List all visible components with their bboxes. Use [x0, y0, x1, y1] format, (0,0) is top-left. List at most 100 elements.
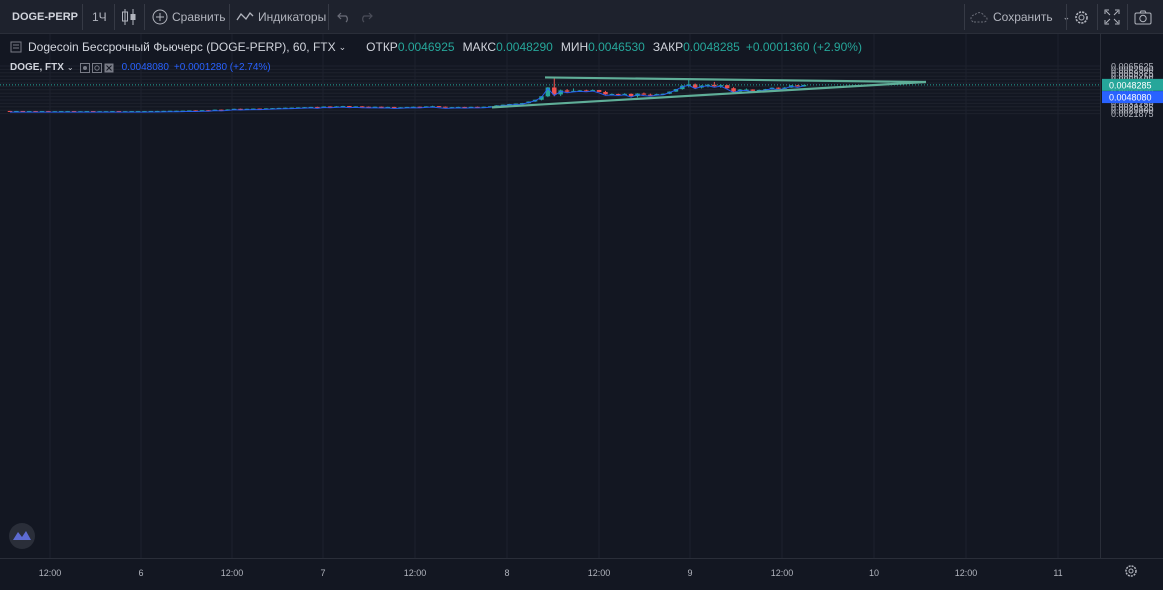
high-label: МАКС — [462, 40, 497, 54]
indicators-icon — [236, 11, 254, 21]
candle — [71, 110, 77, 113]
compare-button[interactable]: Сравнить — [152, 0, 225, 34]
axis-settings-icon[interactable] — [1125, 565, 1137, 577]
tradingview-logo — [9, 523, 35, 549]
current-price-label: 0.0048285 — [1109, 80, 1152, 90]
candle-body — [648, 94, 653, 96]
candle-body — [58, 111, 64, 113]
divider — [144, 4, 145, 30]
candle-body — [20, 110, 26, 112]
candle — [97, 111, 102, 113]
candle-body — [366, 106, 371, 108]
save-button[interactable]: Сохранить ⌄ — [970, 0, 1070, 34]
divider — [328, 4, 329, 30]
candle-body — [129, 111, 134, 113]
divider — [1066, 4, 1067, 30]
candle-body — [167, 110, 173, 112]
close-label: ЗАКР — [652, 40, 684, 54]
candlestick-chart[interactable] — [0, 34, 1100, 558]
indicators-button[interactable]: Индикаторы — [236, 0, 326, 34]
candle — [193, 110, 198, 112]
candles-icon — [122, 9, 136, 25]
gear-icon — [1075, 10, 1088, 24]
chevron-down-icon[interactable]: ⌄ — [66, 63, 74, 72]
price-tick-label: 0.0028125 — [1111, 102, 1154, 112]
fullscreen-button[interactable] — [1104, 0, 1120, 34]
high-value: 0.0048290 — [496, 40, 553, 54]
snapshot-button[interactable] — [1134, 0, 1152, 34]
candle — [219, 109, 224, 111]
remove-icon[interactable] — [104, 63, 114, 73]
divider — [229, 4, 230, 30]
undo-icon — [337, 12, 348, 23]
overlay-change: +0.0001280 (+2.74%) — [173, 62, 271, 73]
symbol-title[interactable]: Dogecoin Бессрочный Фьючерс (DOGE-PERP),… — [28, 40, 336, 54]
candle — [167, 110, 173, 112]
candle-body — [97, 111, 102, 113]
price-axis[interactable]: 0.0065625 0.0062500 0.0059375 0.0056250 0.00… — [1100, 34, 1163, 558]
candle-body — [436, 106, 442, 108]
undo-button[interactable] — [337, 0, 351, 34]
candle — [641, 92, 647, 95]
time-tick-label: 8 — [504, 568, 509, 578]
symbol-label: DOGE-PERP — [12, 11, 79, 23]
camera-icon — [1134, 10, 1152, 24]
main-legend: Dogecoin Бессрочный Фьючерс (DOGE-PERP),… — [10, 40, 862, 54]
symbol-search-button[interactable]: DOGE-PERP — [12, 0, 78, 34]
chevron-down-icon[interactable]: ⌄ — [338, 41, 347, 52]
candle-body — [558, 90, 563, 95]
candle-body — [584, 90, 589, 92]
gear-center — [1128, 568, 1134, 574]
candle — [116, 111, 122, 113]
candle-body — [193, 110, 198, 112]
price-tick-label: 0.0065625 — [1111, 62, 1154, 72]
overlay-name[interactable]: DOGE, FTX — [10, 62, 64, 73]
settings-button[interactable] — [1073, 0, 1090, 34]
candle — [750, 89, 756, 92]
divider — [82, 4, 83, 30]
time-axis[interactable]: 12:00 6 12:00 7 12:00 8 12:00 9 12:00 10 12:00 11 — [0, 558, 1163, 584]
candle-body — [801, 84, 807, 87]
logo-mark — [13, 531, 31, 540]
candle — [7, 110, 13, 112]
eye-icon[interactable] — [79, 62, 90, 73]
overlay-price-badge — [1102, 91, 1163, 104]
candle-body — [628, 93, 634, 97]
candle — [257, 108, 262, 110]
candle — [596, 89, 602, 93]
upper-trendline — [544, 76, 927, 84]
candle-body — [219, 109, 224, 111]
divider — [964, 4, 965, 30]
open-value: 0.0046925 — [397, 40, 455, 54]
candle — [436, 106, 442, 108]
legend-drag-icon[interactable] — [10, 41, 22, 53]
candle — [391, 106, 397, 108]
chart-type-button[interactable] — [121, 0, 137, 34]
candle-body — [712, 84, 717, 87]
candle — [795, 84, 800, 87]
candle-body — [65, 111, 70, 113]
chart-pane[interactable] — [0, 34, 1100, 558]
settings-small-icon[interactable] — [91, 62, 102, 73]
candle-body — [539, 96, 544, 100]
candle-body — [641, 93, 647, 95]
overlay-controls — [79, 62, 114, 73]
candle-body — [731, 88, 736, 92]
low-label: МИН — [560, 40, 589, 54]
price-tick-label: 0.0021875 — [1111, 109, 1154, 119]
candle — [552, 76, 557, 97]
candle-body — [359, 106, 365, 108]
redo-button[interactable] — [359, 0, 373, 34]
candle — [776, 87, 781, 90]
candle — [692, 83, 698, 89]
candle-body — [116, 111, 122, 113]
candle-body — [174, 110, 179, 112]
candle-body — [417, 106, 423, 108]
price-axis-labels: 0.00656250.00625000.00593750.00562500.00… — [1102, 62, 1163, 119]
candle — [648, 93, 653, 96]
candle-body — [680, 85, 685, 90]
cloud-icon — [970, 12, 988, 23]
redo-icon — [362, 12, 373, 23]
interval-button[interactable]: 1Ч — [92, 0, 107, 34]
indicators-label: Индикаторы — [258, 10, 327, 24]
